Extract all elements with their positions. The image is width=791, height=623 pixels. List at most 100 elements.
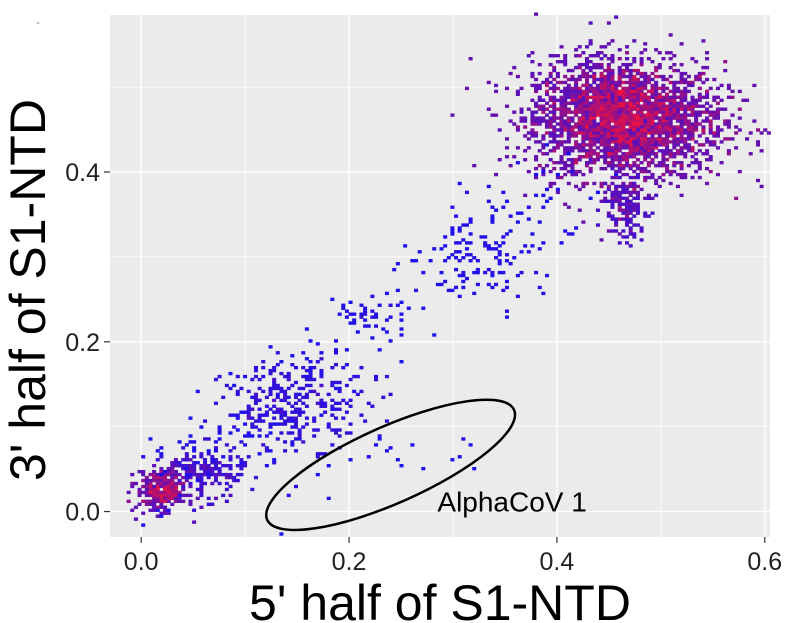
heatmap-cell [552, 181, 557, 186]
heatmap-cell [534, 104, 539, 108]
heatmap-cell [628, 104, 633, 108]
heatmap-cell [708, 104, 713, 108]
heatmap-cell [184, 478, 189, 483]
heatmap-cell [617, 104, 622, 108]
heatmap-cell [690, 101, 695, 105]
heatmap-cell [705, 140, 710, 144]
heatmap-cell [683, 140, 688, 144]
heatmap-cell [650, 116, 655, 120]
heatmap-cell [152, 496, 157, 501]
heatmap-cell [661, 77, 666, 82]
heatmap-cell [257, 377, 262, 382]
heatmap-cell [628, 202, 633, 206]
heatmap-cell [606, 77, 611, 82]
heatmap-cell [646, 107, 651, 111]
heatmap-cell [395, 303, 400, 307]
heatmap-cell [279, 360, 284, 364]
heatmap-cell [337, 434, 342, 438]
heatmap-cell [694, 140, 699, 144]
heatmap-cell [559, 119, 564, 123]
heatmap-cell [595, 152, 600, 156]
heatmap-cell [639, 143, 644, 147]
heatmap-cell [646, 125, 651, 129]
heatmap-cell [188, 440, 193, 444]
heatmap-cell [559, 45, 564, 49]
heatmap-cell [293, 365, 299, 370]
heatmap-cell [650, 107, 655, 111]
heatmap-cell [679, 146, 684, 150]
heatmap-cell [690, 122, 695, 126]
heatmap-cell [344, 363, 349, 367]
heatmap-cell [159, 478, 164, 483]
heatmap-cell [192, 464, 197, 468]
heatmap-cell [697, 134, 702, 138]
heatmap-cell [621, 190, 626, 195]
heatmap-cell [599, 74, 604, 79]
heatmap-cell [206, 466, 211, 471]
heatmap-cell [719, 140, 724, 144]
heatmap-cell [312, 365, 317, 370]
heatmap-cell [719, 98, 724, 102]
heatmap-cell [577, 119, 582, 123]
heatmap-cell [672, 104, 677, 108]
heatmap-cell [599, 95, 604, 100]
heatmap-cell [170, 472, 175, 477]
heatmap-cell [603, 104, 608, 108]
heatmap-cell [625, 184, 630, 189]
heatmap-cell [603, 95, 608, 100]
heatmap-cell [130, 472, 135, 477]
heatmap-cell [253, 425, 258, 429]
heatmap-cell [235, 428, 240, 432]
heatmap-cell [584, 110, 590, 114]
heatmap-cell [581, 122, 586, 126]
heatmap-cell [606, 101, 611, 105]
heatmap-cell [632, 149, 637, 153]
heatmap-cell [628, 146, 633, 150]
heatmap-cell [672, 131, 677, 135]
heatmap-cell [719, 107, 724, 111]
heatmap-cell [639, 107, 644, 111]
heatmap-cell [450, 226, 455, 230]
heatmap-cell [217, 469, 222, 474]
heatmap-cell [461, 437, 466, 441]
heatmap-cell [534, 89, 539, 94]
heatmap-cell [595, 65, 600, 70]
heatmap-cell [563, 59, 568, 64]
heatmap-cell [552, 119, 557, 123]
heatmap-cell [614, 86, 619, 91]
heatmap-cell [621, 166, 626, 171]
heatmap-cell [603, 146, 608, 150]
heatmap-cell [595, 86, 600, 91]
heatmap-cell [552, 137, 557, 141]
heatmap-cell [217, 437, 222, 441]
heatmap-cell [683, 92, 688, 97]
heatmap-cell [668, 113, 673, 117]
heatmap-cell [181, 481, 186, 486]
heatmap-cell [581, 68, 586, 73]
heatmap-cell [235, 389, 240, 394]
heatmap-cell [599, 110, 604, 114]
heatmap-cell [603, 155, 608, 159]
heatmap-cell [530, 51, 535, 55]
heatmap-cell [614, 131, 619, 135]
heatmap-cell [199, 505, 204, 509]
heatmap-cell [625, 113, 630, 117]
heatmap-cell [548, 122, 553, 126]
heatmap-cell [606, 80, 611, 85]
heatmap-cell [137, 490, 142, 495]
heatmap-cell [603, 110, 608, 114]
heatmap-cell [610, 74, 615, 79]
heatmap-cell [286, 377, 291, 382]
heatmap-cell [606, 211, 611, 215]
heatmap-cell [152, 478, 157, 483]
heatmap-cell [144, 493, 149, 498]
heatmap-cell [610, 149, 615, 153]
heatmap-cell [548, 131, 553, 135]
heatmap-cell [566, 89, 571, 94]
heatmap-cell [323, 401, 328, 405]
heatmap-cell [253, 475, 258, 480]
heatmap-cell [272, 422, 277, 426]
heatmap-cell [323, 404, 328, 408]
heatmap-cell [537, 116, 542, 120]
heatmap-cell [344, 410, 349, 414]
